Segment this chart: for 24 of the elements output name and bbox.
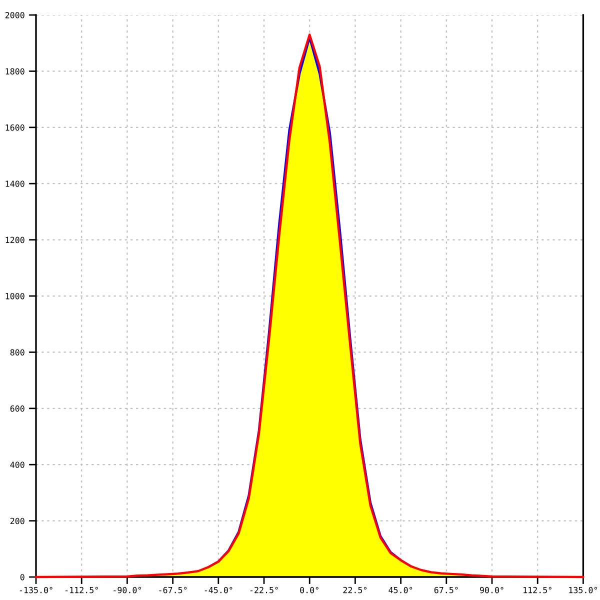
y-tick-label: 1400 bbox=[6, 180, 24, 187]
y-tick-label: 800 bbox=[10, 349, 24, 356]
x-tick-label: -135.0° bbox=[20, 586, 52, 594]
x-tick-label: 0.0° bbox=[300, 586, 318, 594]
y-tick-label: 600 bbox=[10, 405, 24, 412]
y-tick-label: 1200 bbox=[6, 236, 24, 244]
x-tick-label: -112.5° bbox=[65, 586, 98, 594]
y-tick-label: 1800 bbox=[6, 68, 24, 75]
y-tick-label: 1600 bbox=[6, 124, 24, 131]
y-tick-label: 0 bbox=[20, 574, 24, 580]
y-tick-label: 400 bbox=[10, 462, 24, 468]
x-tick-label: 22.5° bbox=[343, 586, 367, 594]
x-tick-label: 45.0° bbox=[388, 586, 412, 594]
x-tick-label: -22.5° bbox=[250, 586, 278, 594]
y-tick-label: 1000 bbox=[6, 293, 24, 300]
y-tick-label: 2000 bbox=[5, 12, 24, 18]
y-tick-label: 200 bbox=[10, 518, 24, 524]
x-tick-label: -45.0° bbox=[204, 586, 232, 594]
x-tick-label: 135.0° bbox=[569, 586, 598, 594]
x-tick-label: 90.0° bbox=[480, 586, 504, 594]
x-tick-label: -67.5° bbox=[159, 586, 187, 594]
x-tick-label: 112.5° bbox=[524, 586, 552, 594]
x-tick-label: 67.5° bbox=[434, 586, 458, 594]
x-tick-label: -90.0° bbox=[114, 586, 142, 594]
